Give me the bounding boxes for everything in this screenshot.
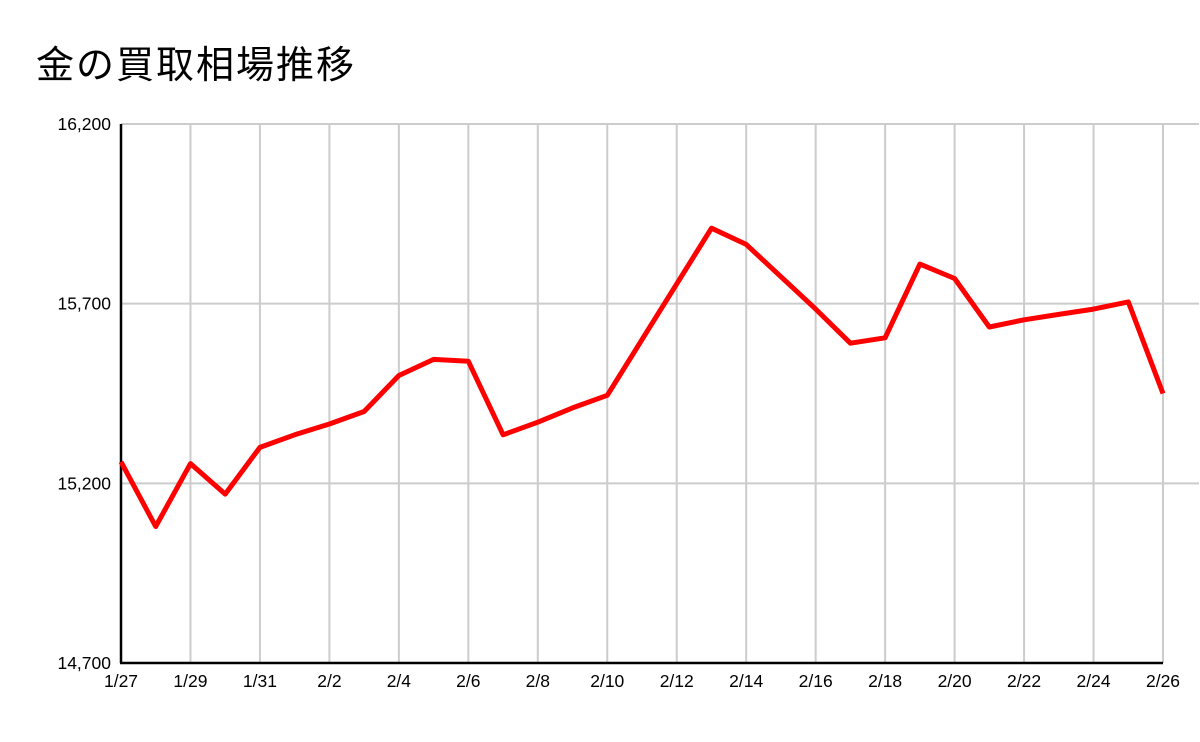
x-tick-label: 2/18 xyxy=(868,671,902,691)
y-tick-label: 15,700 xyxy=(57,294,111,314)
x-tick-label: 2/16 xyxy=(799,671,833,691)
x-tick-label: 2/4 xyxy=(387,671,412,691)
x-tick-label: 1/31 xyxy=(243,671,277,691)
x-tick-label: 1/27 xyxy=(104,671,138,691)
x-tick-label: 2/12 xyxy=(660,671,694,691)
x-tick-label: 1/29 xyxy=(173,671,207,691)
x-tick-label: 2/14 xyxy=(729,671,763,691)
y-tick-label: 16,200 xyxy=(57,114,111,134)
x-tick-label: 2/2 xyxy=(317,671,341,691)
x-tick-label: 2/24 xyxy=(1077,671,1111,691)
x-tick-label: 2/20 xyxy=(938,671,972,691)
x-tick-label: 2/22 xyxy=(1007,671,1041,691)
chart-title: 金の買取相場推移 xyxy=(36,45,357,87)
y-tick-label: 15,200 xyxy=(57,473,111,493)
x-tick-label: 2/6 xyxy=(456,671,480,691)
x-tick-label: 2/26 xyxy=(1146,671,1180,691)
x-tick-label: 2/8 xyxy=(526,671,550,691)
y-tick-label: 14,700 xyxy=(57,653,111,673)
price-line xyxy=(118,225,1166,529)
x-tick-label: 2/10 xyxy=(590,671,624,691)
